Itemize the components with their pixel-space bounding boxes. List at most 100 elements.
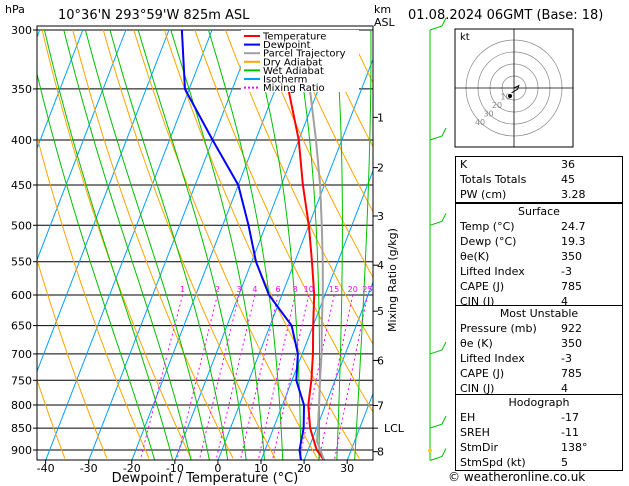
temp-tick-label: -20 <box>123 462 141 475</box>
most-unstable-row: CIN (J) 4 <box>456 381 622 396</box>
dry-adiabat-line <box>286 29 373 213</box>
isotherm-line <box>303 280 373 460</box>
surface-key: Dewp (°C) <box>460 235 517 248</box>
temp-tick-label: -40 <box>37 462 55 475</box>
dry-adiabat-line <box>72 29 234 459</box>
location-title: 10°36'N 293°59'W 825m ASL <box>58 8 250 23</box>
dry-adiabat-line <box>316 29 373 148</box>
hodograph-stat-key: EH <box>460 411 476 424</box>
pressure-tick-label: 800 <box>11 399 32 412</box>
legend-entry: Dewpoint <box>263 40 311 51</box>
hodograph-table: Hodograph EH -17 SREH -11 StmDir 138° StmSpd (… <box>455 394 623 471</box>
most-unstable-key: Pressure (mb) <box>460 322 537 335</box>
dry-adiabat-line <box>102 29 276 459</box>
km-tick-label: 8 <box>377 446 384 459</box>
hodograph-ring-label: 20 <box>492 101 502 110</box>
lcl-label: LCL <box>384 422 405 435</box>
mixing-ratio-label: 8 <box>293 285 298 294</box>
surface-key: Temp (°C) <box>460 220 515 233</box>
pressure-tick-label: 350 <box>11 83 32 96</box>
pressure-tick-label: 450 <box>11 179 32 192</box>
dry-adiabat-line <box>37 134 150 459</box>
mixing-ratio-line <box>298 294 335 460</box>
legend-entry: Parcel Trajectory <box>263 49 346 60</box>
most-unstable-key: Lifted Index <box>460 352 525 365</box>
most-unstable-key: CIN (J) <box>460 382 495 395</box>
index-value: 36 <box>561 158 575 171</box>
surface-title: Surface <box>518 205 560 218</box>
parcel-trajectory <box>297 29 326 460</box>
dry-adiabat-line <box>133 29 318 459</box>
most-unstable-title: Most Unstable <box>499 307 579 320</box>
dry-adiabat-line <box>41 29 192 459</box>
index-key: Totals Totals <box>460 173 527 186</box>
wind-barb <box>429 127 447 141</box>
dry-adiabat-line <box>194 29 373 413</box>
hodograph-trace <box>511 84 520 94</box>
surface-value: 785 <box>561 280 582 293</box>
pressure-tick-label: 850 <box>11 422 32 435</box>
dry-adiabat-line <box>224 29 373 346</box>
most-unstable-row: θe (K) 350 <box>456 336 622 351</box>
most-unstable-key: θe (K) <box>460 337 493 350</box>
hodograph-stat-row: StmSpd (kt) 5 <box>456 455 622 470</box>
hpa-label: hPa <box>5 3 25 16</box>
mixing-ratio-line <box>239 294 279 460</box>
km-label: km <box>374 3 391 16</box>
isotherm-line <box>45 29 213 460</box>
temp-tick-label: 20 <box>297 462 311 475</box>
dry-adiabat-line <box>623 30 629 458</box>
surface-value: 4 <box>561 295 568 308</box>
legend-entry: Mixing Ratio <box>263 83 325 94</box>
most-unstable-value: -3 <box>561 352 572 365</box>
wet-adiabat-line <box>137 29 247 460</box>
surface-row: Dewp (°C) 19.3 <box>456 234 622 249</box>
hodograph-ring-label: 10 <box>500 92 510 101</box>
wet-adiabat-line <box>63 29 192 460</box>
hodograph-stat-value: 5 <box>561 456 568 469</box>
hodograph-stat-value: -11 <box>561 426 579 439</box>
pressure-tick-label: 400 <box>11 134 32 147</box>
surface-key: θe(K) <box>460 250 490 263</box>
temperature-profile <box>271 29 326 460</box>
x-axis-label: Dewpoint / Temperature (°C) <box>112 471 299 486</box>
km-tick-label: 6 <box>377 354 384 367</box>
wind-barb <box>429 448 447 461</box>
hodograph-stat-value: 138° <box>561 441 588 454</box>
temp-tick-label: -30 <box>80 462 98 475</box>
most-unstable-value: 922 <box>561 322 582 335</box>
hodograph-stat-key: StmSpd (kt) <box>460 456 526 469</box>
legend-entry: Isotherm <box>263 75 307 86</box>
km-tick-label: 4 <box>377 259 384 272</box>
pressure-tick-label: 300 <box>11 24 32 37</box>
indices-table: K 36 Totals Totals 45 PW (cm) 3.28 <box>455 156 623 203</box>
most-unstable-row: Lifted Index -3 <box>456 351 622 366</box>
wind-barb <box>429 415 447 429</box>
mixing-ratio-label: 25 <box>362 285 372 294</box>
mixing-ratio-label: 4 <box>252 285 257 294</box>
mixing-ratio-label: 2 <box>215 285 220 294</box>
mixing-ratio-line <box>333 294 368 460</box>
most-unstable-value: 785 <box>561 367 582 380</box>
hodograph-kt-label: kt <box>460 32 470 43</box>
pressure-tick-label: 550 <box>11 256 32 269</box>
copyright-footer: © weatheronline.co.uk <box>448 470 586 484</box>
surface-row: θe(K) 350 <box>456 249 622 264</box>
wind-barb <box>429 213 447 226</box>
surface-value: 24.7 <box>561 220 586 233</box>
most-unstable-key: CAPE (J) <box>460 367 505 380</box>
index-value: 3.28 <box>561 188 586 201</box>
wind-barb <box>429 17 447 31</box>
hodograph-ring-label: 40 <box>475 118 485 127</box>
surface-row: CIN (J) 4 <box>456 294 622 309</box>
most-unstable-value: 4 <box>561 382 568 395</box>
hodograph-ring-label: 30 <box>483 109 493 118</box>
hodograph-table-title: Hodograph <box>508 396 570 409</box>
index-row: PW (cm) 3.28 <box>456 187 622 202</box>
km-tick-label: 5 <box>377 305 384 318</box>
km-tick-label: 7 <box>377 399 384 412</box>
pressure-tick-label: 750 <box>11 374 32 387</box>
index-key: K <box>460 158 468 171</box>
pressure-tick-label: 700 <box>11 348 32 361</box>
